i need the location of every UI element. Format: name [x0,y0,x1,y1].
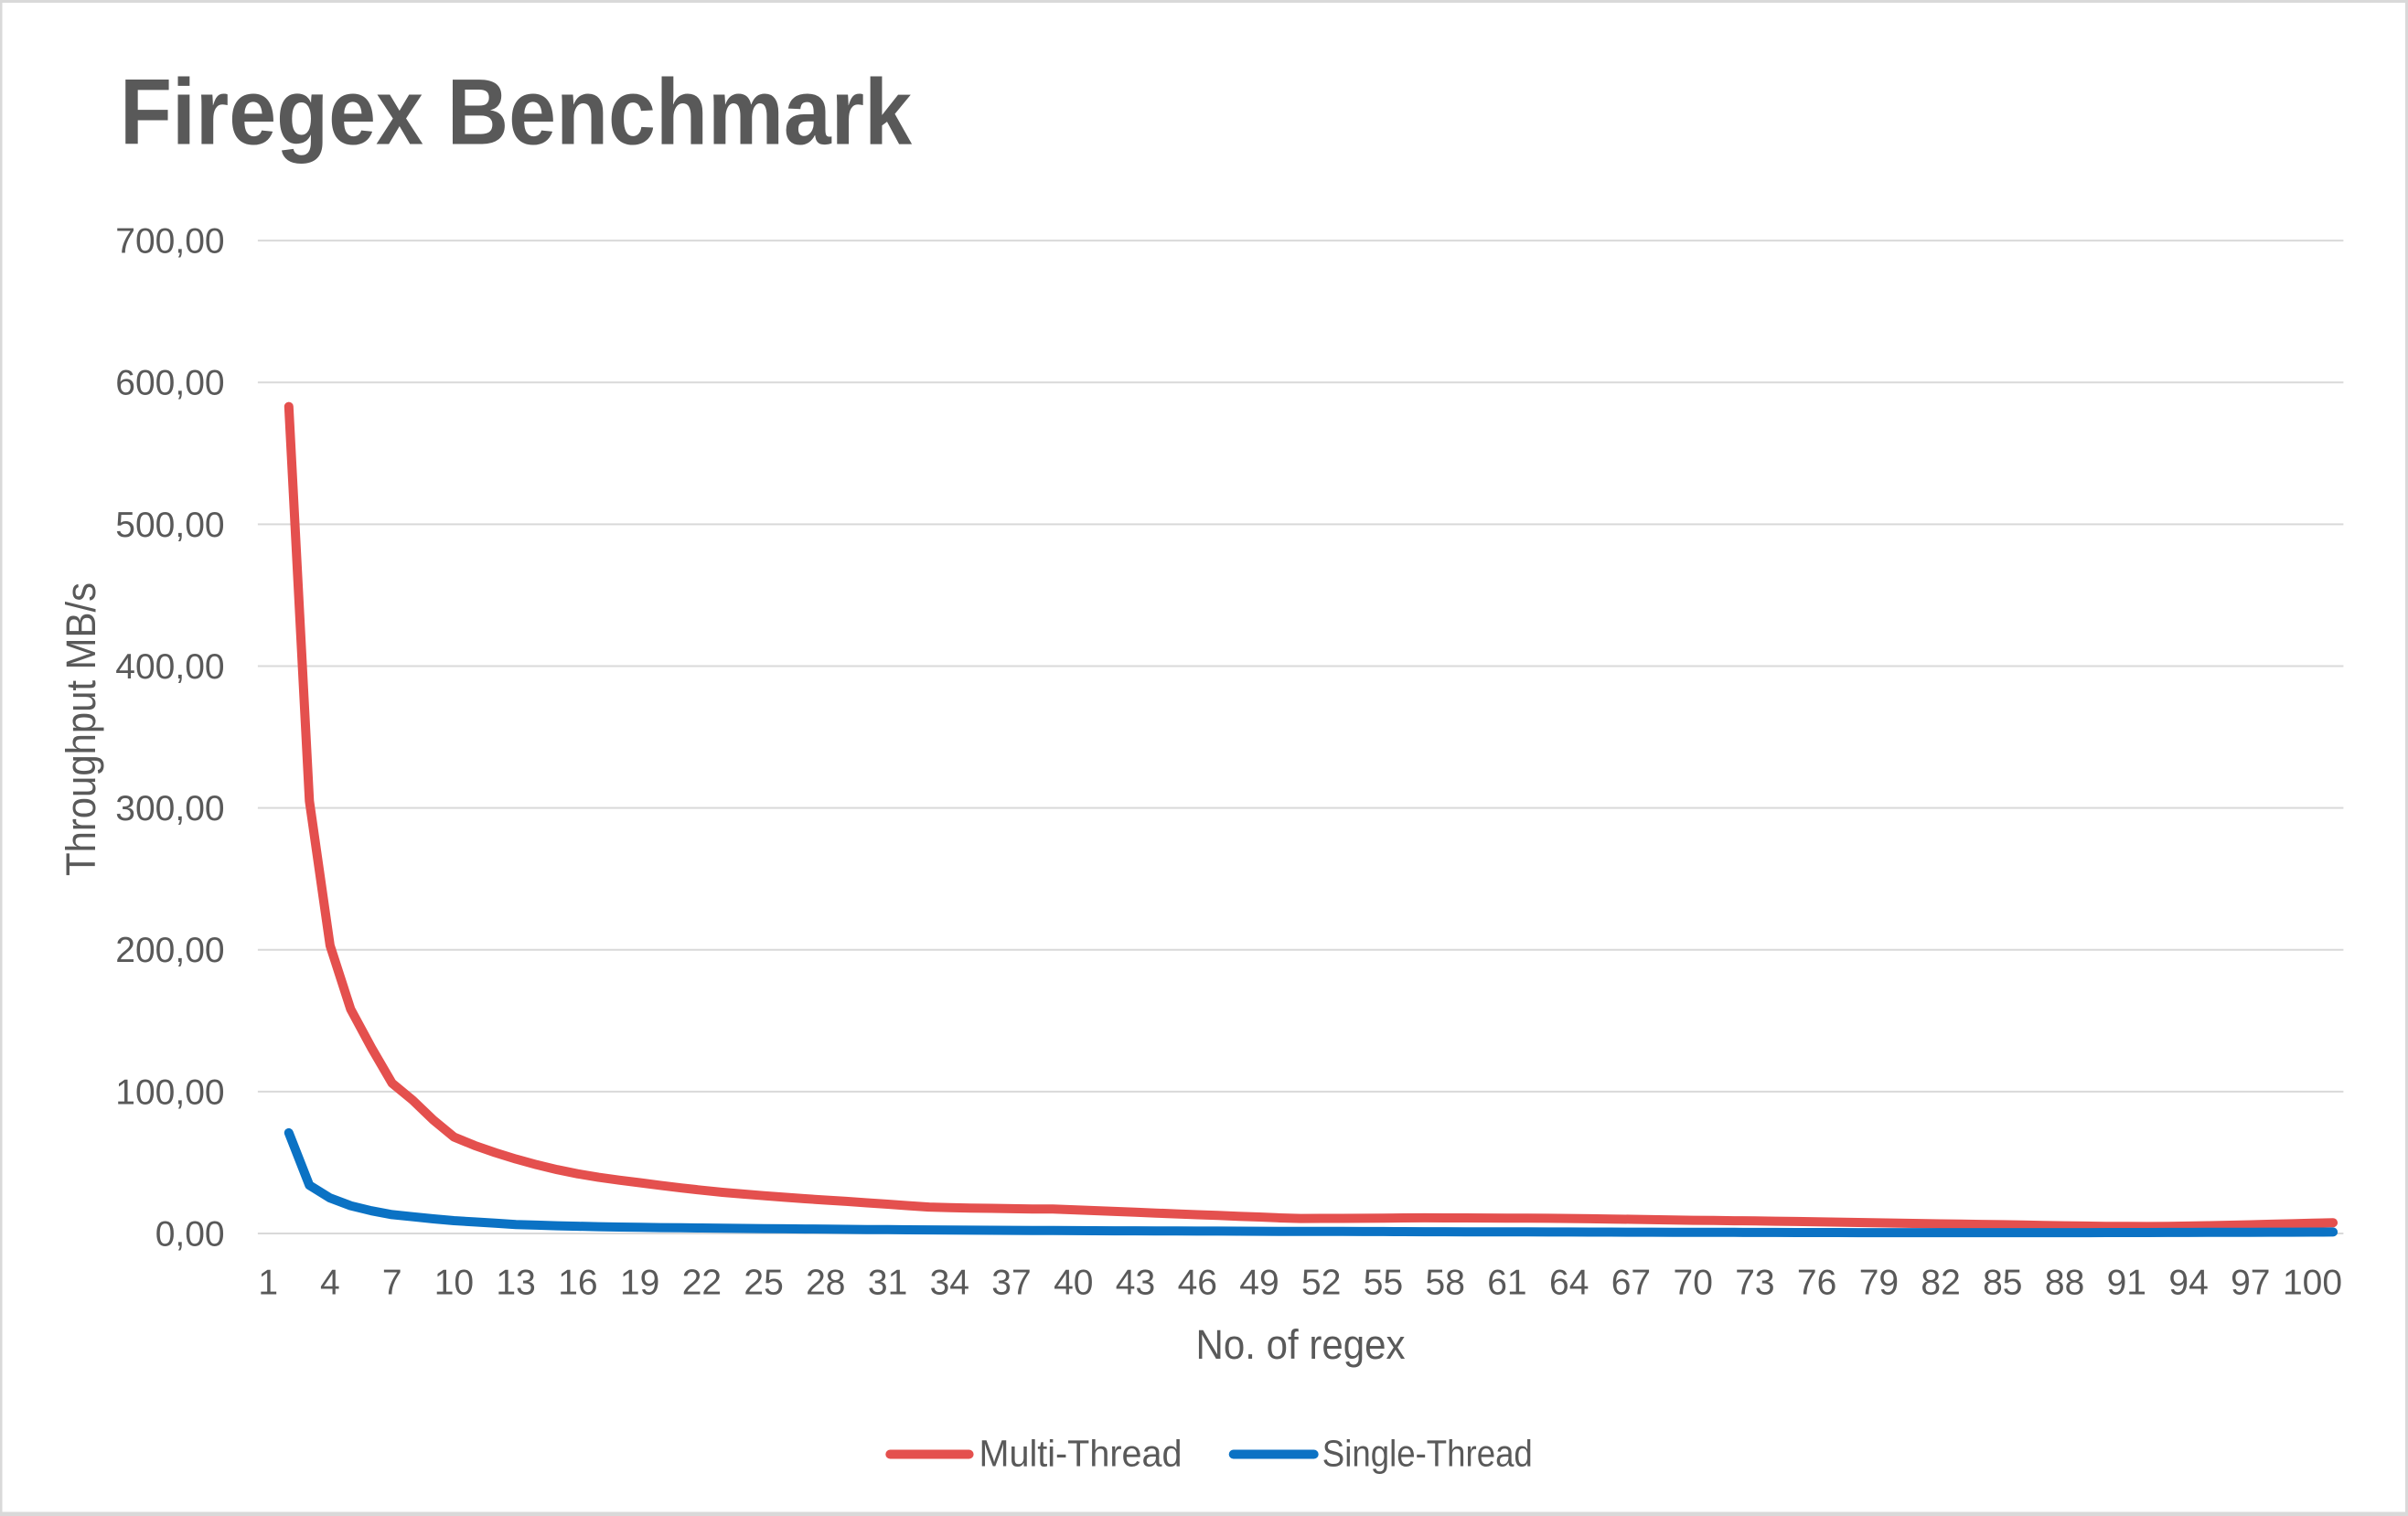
svg-text:73: 73 [1735,1264,1774,1303]
svg-text:400,00: 400,00 [115,647,224,687]
svg-text:58: 58 [1426,1264,1465,1303]
svg-text:40: 40 [1054,1264,1093,1303]
svg-text:67: 67 [1611,1264,1651,1303]
svg-text:76: 76 [1797,1264,1836,1303]
svg-text:52: 52 [1301,1264,1341,1303]
svg-text:25: 25 [744,1264,783,1303]
svg-text:500,00: 500,00 [115,506,224,545]
svg-text:7: 7 [382,1264,402,1303]
svg-text:Firegex Benchmark: Firegex Benchmark [120,60,912,165]
svg-text:1: 1 [258,1264,278,1303]
svg-text:700,00: 700,00 [115,222,224,262]
svg-text:97: 97 [2231,1264,2270,1303]
svg-text:70: 70 [1674,1264,1713,1303]
svg-text:49: 49 [1239,1264,1279,1303]
svg-text:300,00: 300,00 [115,789,224,828]
svg-text:91: 91 [2107,1264,2146,1303]
svg-text:22: 22 [682,1264,722,1303]
svg-text:37: 37 [991,1264,1031,1303]
svg-text:0,00: 0,00 [155,1214,225,1254]
svg-text:Throughput MB/s: Throughput MB/s [58,582,104,876]
svg-text:43: 43 [1116,1264,1155,1303]
svg-text:85: 85 [1983,1264,2022,1303]
svg-text:4: 4 [320,1264,340,1303]
svg-text:19: 19 [620,1264,659,1303]
svg-text:200,00: 200,00 [115,931,224,970]
svg-text:64: 64 [1549,1264,1589,1303]
svg-text:100,00: 100,00 [115,1073,224,1112]
svg-text:28: 28 [806,1264,845,1303]
svg-text:100: 100 [2283,1264,2342,1303]
svg-text:Multi-Thread: Multi-Thread [979,1432,1183,1474]
svg-text:46: 46 [1178,1264,1217,1303]
svg-text:79: 79 [1859,1264,1899,1303]
svg-text:Single-Thread: Single-Thread [1322,1432,1533,1474]
svg-text:No. of regex: No. of regex [1196,1321,1406,1368]
svg-text:13: 13 [496,1264,535,1303]
svg-text:94: 94 [2168,1264,2208,1303]
svg-text:31: 31 [868,1264,907,1303]
svg-text:82: 82 [1921,1264,1960,1303]
svg-text:10: 10 [434,1264,474,1303]
svg-text:600,00: 600,00 [115,364,224,403]
svg-text:88: 88 [2045,1264,2084,1303]
svg-text:61: 61 [1487,1264,1526,1303]
svg-text:16: 16 [558,1264,597,1303]
svg-text:34: 34 [930,1264,969,1303]
svg-text:55: 55 [1364,1264,1403,1303]
